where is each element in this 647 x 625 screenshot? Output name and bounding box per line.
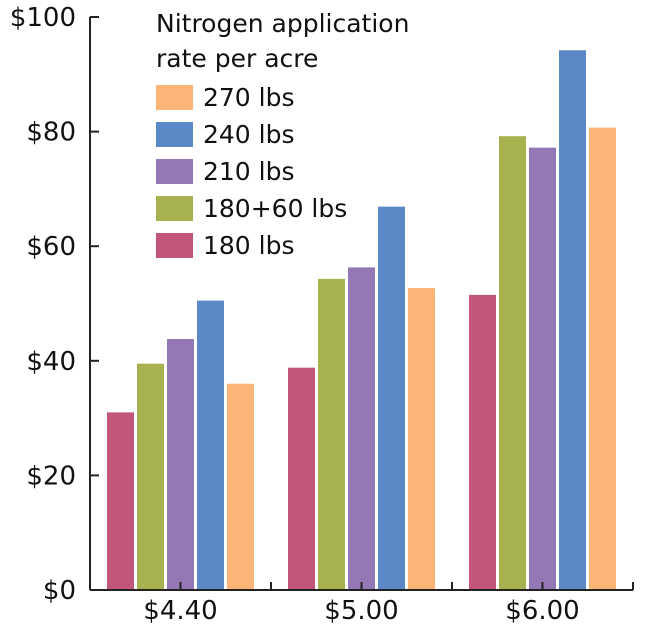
bar [288, 367, 315, 590]
legend-swatch [156, 122, 193, 147]
x-tick-label: $4.40 [143, 596, 217, 625]
y-tick-label: $0 [43, 576, 76, 606]
legend-swatch [156, 233, 193, 258]
bar [529, 147, 556, 591]
legend-label: 270 lbs [203, 83, 295, 112]
bar [378, 206, 405, 590]
bar [227, 383, 254, 590]
legend-swatch [156, 196, 193, 221]
bar [197, 300, 224, 590]
legend-label: 180+60 lbs [203, 194, 347, 223]
bar [348, 267, 375, 590]
x-tick-label: $6.00 [505, 596, 579, 625]
legend: Nitrogen application rate per acre 270 l… [156, 9, 409, 260]
bar [107, 412, 134, 590]
y-tick-label: $40 [26, 347, 76, 377]
bar [318, 278, 345, 590]
bar [499, 136, 526, 590]
x-axis-ticks: $4.40 $5.00 $6.00 [143, 582, 634, 625]
bar [469, 294, 496, 590]
legend-swatch [156, 85, 193, 110]
legend-label: 240 lbs [203, 120, 295, 149]
y-tick-label: $80 [26, 118, 76, 148]
legend-title-line-2: rate per acre [156, 44, 318, 73]
legend-swatch [156, 159, 193, 184]
legend-title-line-1: Nitrogen application [156, 9, 409, 38]
bar [408, 288, 435, 590]
legend-label: 180 lbs [203, 231, 295, 260]
y-axis-ticks: $0 $20 $40 $60 $80 $100 [10, 3, 99, 606]
legend-label: 210 lbs [203, 157, 295, 186]
bar [137, 363, 164, 590]
bars-group [107, 50, 616, 591]
bar [167, 339, 194, 590]
bar [559, 50, 586, 590]
legend-items: 270 lbs 240 lbs 210 lbs 180+60 lbs 180 lbs [156, 83, 347, 260]
y-tick-label: $20 [26, 461, 76, 491]
bar [589, 127, 616, 591]
x-tick-label: $5.00 [324, 596, 398, 625]
y-tick-label: $60 [26, 232, 76, 262]
y-tick-label: $100 [10, 3, 76, 33]
